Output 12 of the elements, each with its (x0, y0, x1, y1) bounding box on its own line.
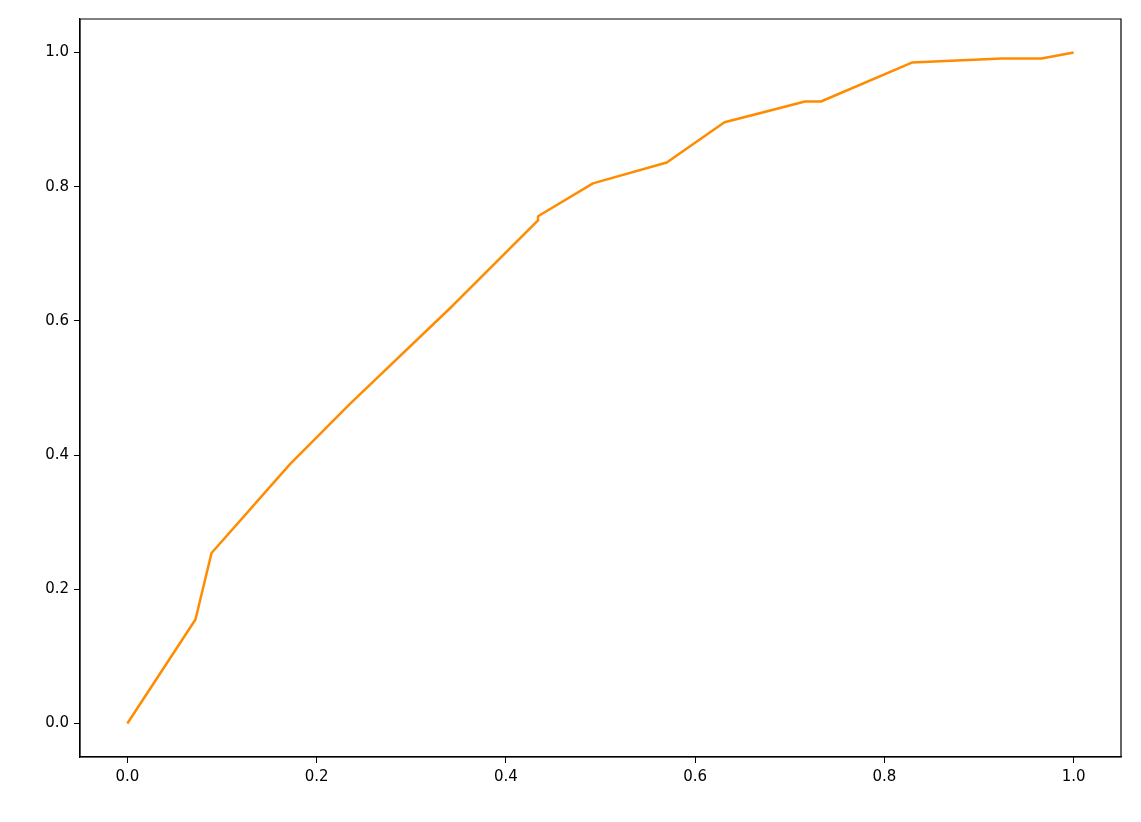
x-tick-label: 0.8 (872, 766, 897, 785)
y-tick-label: 1.0 (45, 42, 69, 61)
x-tick-label: 0.0 (115, 766, 140, 785)
x-tick-label: 0.6 (683, 766, 708, 785)
y-tick-label: 0.4 (45, 444, 69, 463)
x-tick-label: 1.0 (1061, 766, 1086, 785)
y-tick-label: 0.0 (45, 713, 69, 732)
y-tick-label: 0.2 (45, 579, 69, 598)
y-tick-label: 0.8 (45, 176, 69, 195)
y-tick-label: 0.6 (45, 310, 69, 329)
x-tick-label: 0.2 (304, 766, 329, 785)
x-tick-label: 0.4 (493, 766, 518, 785)
